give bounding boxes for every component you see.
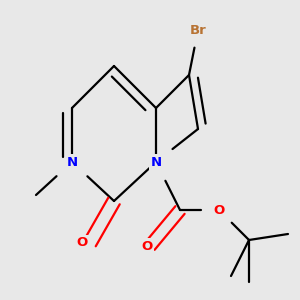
Text: N: N [150, 155, 162, 169]
Text: O: O [141, 239, 153, 253]
Text: Br: Br [190, 23, 206, 37]
Text: O: O [213, 203, 225, 217]
Text: N: N [66, 155, 78, 169]
Text: O: O [77, 236, 88, 250]
